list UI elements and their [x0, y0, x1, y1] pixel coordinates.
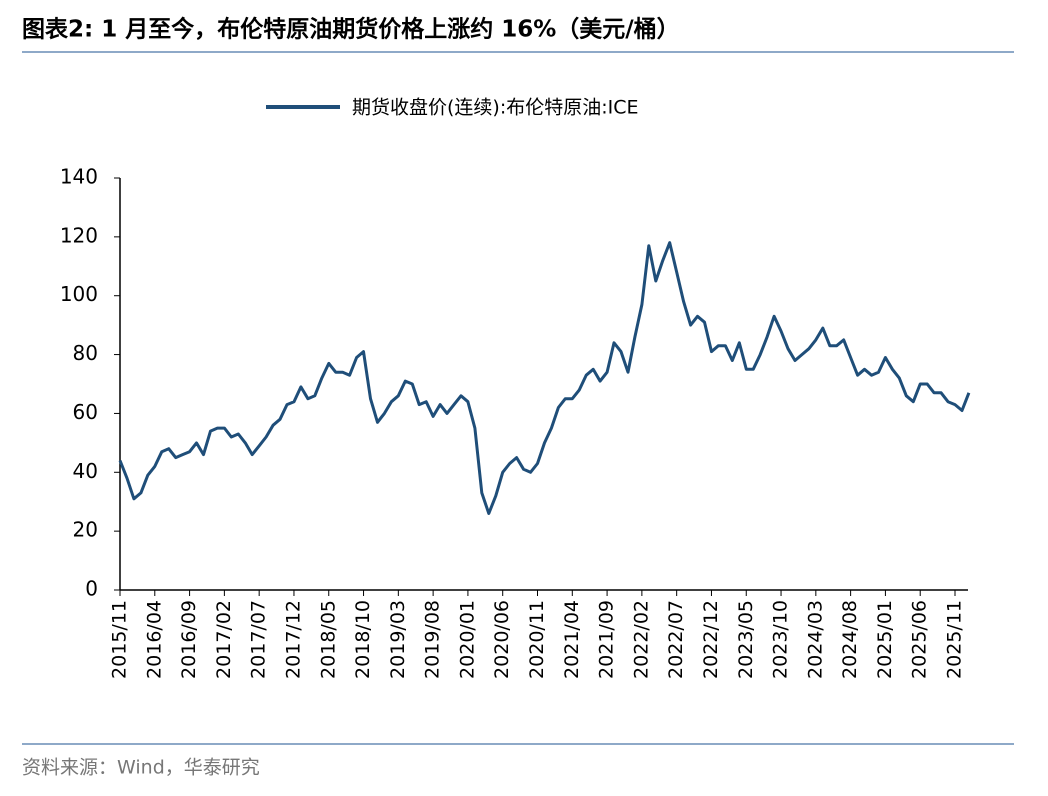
- y-tick-label: 40: [73, 459, 98, 483]
- x-tick-label: 2025/11: [944, 600, 966, 679]
- x-tick-label: 2023/10: [770, 600, 792, 679]
- x-tick-label: 2024/03: [804, 600, 826, 679]
- chart-title: 图表2: 1 月至今，布伦特原油期货价格上涨约 16%（美元/桶）: [22, 16, 680, 43]
- x-tick-label: 2019/08: [422, 600, 444, 679]
- x-tick-label: 2025/06: [909, 600, 931, 679]
- x-tick-label: 2022/12: [700, 600, 722, 679]
- x-tick-label: 2020/01: [456, 600, 478, 679]
- x-tick-label: 2024/08: [839, 600, 861, 679]
- x-tick-label: 2022/07: [665, 600, 687, 679]
- x-tick-label: 2021/04: [561, 600, 583, 679]
- x-tick-label: 2017/07: [248, 600, 270, 679]
- x-tick-label: 2015/11: [109, 600, 131, 679]
- x-tick-label: 2020/11: [526, 600, 548, 679]
- price-line: [118, 241, 971, 515]
- y-tick-label: 0: [85, 577, 98, 601]
- x-tick-label: 2017/12: [282, 600, 304, 679]
- x-tick-label: 2016/04: [143, 600, 165, 679]
- x-tick-label: 2020/06: [491, 600, 513, 679]
- x-tick-label: 2016/09: [178, 600, 200, 679]
- y-tick-label: 80: [73, 341, 98, 365]
- y-tick-label: 100: [60, 282, 98, 306]
- x-tick-label: 2023/05: [735, 600, 757, 679]
- x-tick-label: 2018/05: [317, 600, 339, 679]
- x-tick-label: 2017/02: [213, 600, 235, 679]
- y-tick-label: 20: [73, 518, 98, 542]
- x-tick-label: 2025/01: [874, 600, 896, 679]
- source-note: 资料来源：Wind，华泰研究: [22, 757, 260, 779]
- x-tick-label: 2019/03: [387, 600, 409, 679]
- y-tick-label: 120: [60, 223, 98, 247]
- y-tick-label: 140: [60, 165, 98, 189]
- legend-label: 期货收盘价(连续):布伦特原油:ICE: [352, 97, 639, 119]
- x-tick-label: 2021/09: [596, 600, 618, 679]
- y-tick-label: 60: [73, 400, 98, 424]
- x-tick-label: 2018/10: [352, 600, 374, 679]
- x-tick-label: 2022/02: [630, 600, 652, 679]
